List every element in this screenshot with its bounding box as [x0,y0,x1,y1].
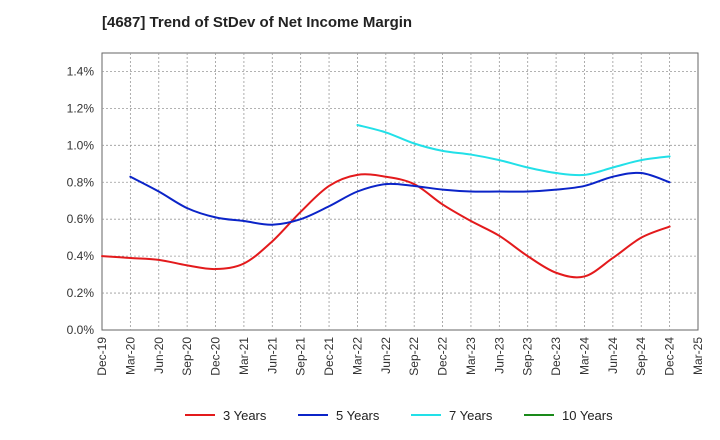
x-tick-label: Mar-22 [350,337,364,375]
x-axis-ticks: Dec-19 Mar-20 Jun-20 Sep-20 Dec-20 Mar-21 Jun-… [95,337,705,376]
y-axis-ticks: 0.0% 0.2% 0.4% 0.6% 0.8% 1.0% 1.2% 1.4% [67,64,95,337]
y-tick-label: 1.0% [67,138,95,152]
x-tick-label: Mar-20 [123,337,137,375]
x-tick-label: Sep-24 [634,337,648,376]
x-tick-label: Dec-22 [436,337,450,376]
series-line-7-years [356,124,671,177]
x-tick-label: Jun-21 [265,337,279,374]
legend-label-3-years: 3 Years [223,408,267,423]
y-tick-label: 1.4% [67,64,95,78]
legend-label-10-years: 10 Years [562,408,613,423]
x-tick-label: Dec-20 [209,337,223,376]
x-tick-label: Sep-22 [407,337,421,376]
chart-title: [4687] Trend of StDev of Net Income Marg… [102,14,413,31]
x-tick-label: Sep-21 [294,337,308,376]
y-tick-label: 1.2% [67,101,95,115]
legend: 3 Years 5 Years 7 Years 10 Years [185,408,613,423]
x-tick-label: Dec-19 [95,337,109,376]
x-tick-label: Jun-23 [492,337,506,374]
x-tick-label: Dec-21 [322,337,336,376]
x-tick-label: Mar-24 [577,337,591,375]
x-tick-label: Sep-23 [521,337,535,376]
plot-area [101,52,699,331]
x-tick-label: Sep-20 [180,337,194,376]
x-tick-label: Mar-21 [237,337,251,375]
x-tick-label: Mar-25 [691,337,705,375]
series-line-5-years [129,171,671,226]
legend-label-7-years: 7 Years [449,408,493,423]
x-tick-label: Jun-20 [152,337,166,374]
x-tick-label: Dec-23 [549,337,563,376]
legend-label-5-years: 5 Years [336,408,380,423]
y-tick-label: 0.6% [67,212,95,226]
series-lines [101,124,671,279]
y-tick-label: 0.0% [67,323,95,337]
x-tick-label: Jun-22 [379,337,393,374]
series-line-3-years [101,173,671,279]
y-tick-label: 0.8% [67,175,95,189]
x-tick-label: Jun-24 [606,337,620,374]
x-tick-label: Dec-24 [663,337,677,376]
x-tick-label: Mar-23 [464,337,478,375]
y-tick-label: 0.4% [67,249,95,263]
y-tick-label: 0.2% [67,286,95,300]
